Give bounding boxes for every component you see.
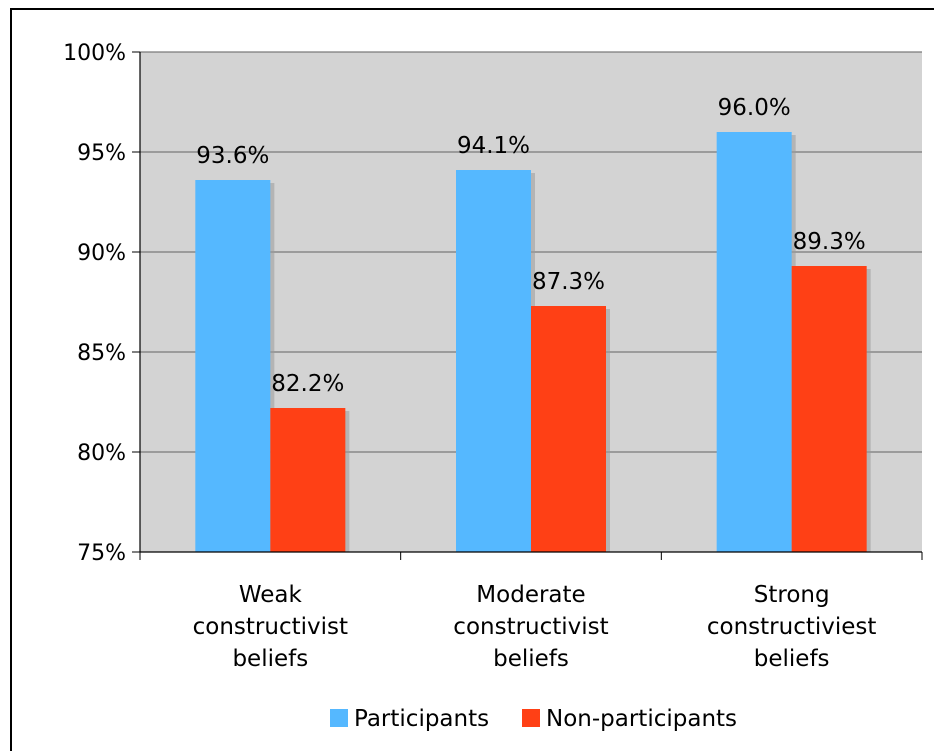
bar-participants-0 — [195, 180, 271, 552]
y-tick-label: 75% — [77, 541, 126, 566]
axes: 75% 80% 85% 90% 95% 100% Weak constructivist bel… — [63, 41, 923, 672]
x-category-label: beliefs — [232, 646, 308, 672]
x-category-label: Moderate — [476, 582, 585, 608]
x-category-label: Strong — [754, 582, 830, 608]
legend: Participants Non-participants — [330, 706, 737, 732]
x-category-label: beliefs — [754, 646, 830, 672]
bar-non-participants-2 — [791, 266, 867, 552]
y-tick-label: 85% — [77, 341, 126, 366]
legend-label: Participants — [354, 706, 489, 732]
data-label: 89.3% — [793, 229, 866, 255]
bars — [195, 132, 871, 552]
legend-swatch-non-participants — [522, 709, 540, 727]
y-tick-label: 80% — [77, 441, 126, 466]
legend-label: Non-participants — [546, 706, 737, 732]
y-tick-label: 90% — [77, 241, 126, 266]
x-category-label: Weak — [239, 582, 303, 608]
x-category-label: constructivist — [193, 614, 348, 640]
legend-swatch-participants — [330, 709, 348, 727]
bar-non-participants-1 — [531, 306, 606, 552]
x-category-label: constructivist — [453, 614, 608, 640]
bar-non-participants-0 — [270, 408, 346, 552]
data-label: 87.3% — [532, 269, 605, 295]
bar-participants-1 — [456, 170, 531, 552]
data-label: 93.6% — [196, 143, 269, 169]
x-category-label: beliefs — [493, 646, 569, 672]
bar-participants-2 — [716, 132, 792, 552]
data-label: 96.0% — [718, 95, 791, 121]
x-category-label: constructiviest — [707, 614, 877, 640]
data-label: 94.1% — [457, 133, 530, 159]
data-labels: 93.6% 82.2% 94.1% 87.3% 96.0% 89.3% — [196, 95, 865, 397]
data-label: 82.2% — [271, 371, 344, 397]
y-tick-label: 100% — [63, 41, 126, 66]
y-tick-label: 95% — [77, 141, 126, 166]
